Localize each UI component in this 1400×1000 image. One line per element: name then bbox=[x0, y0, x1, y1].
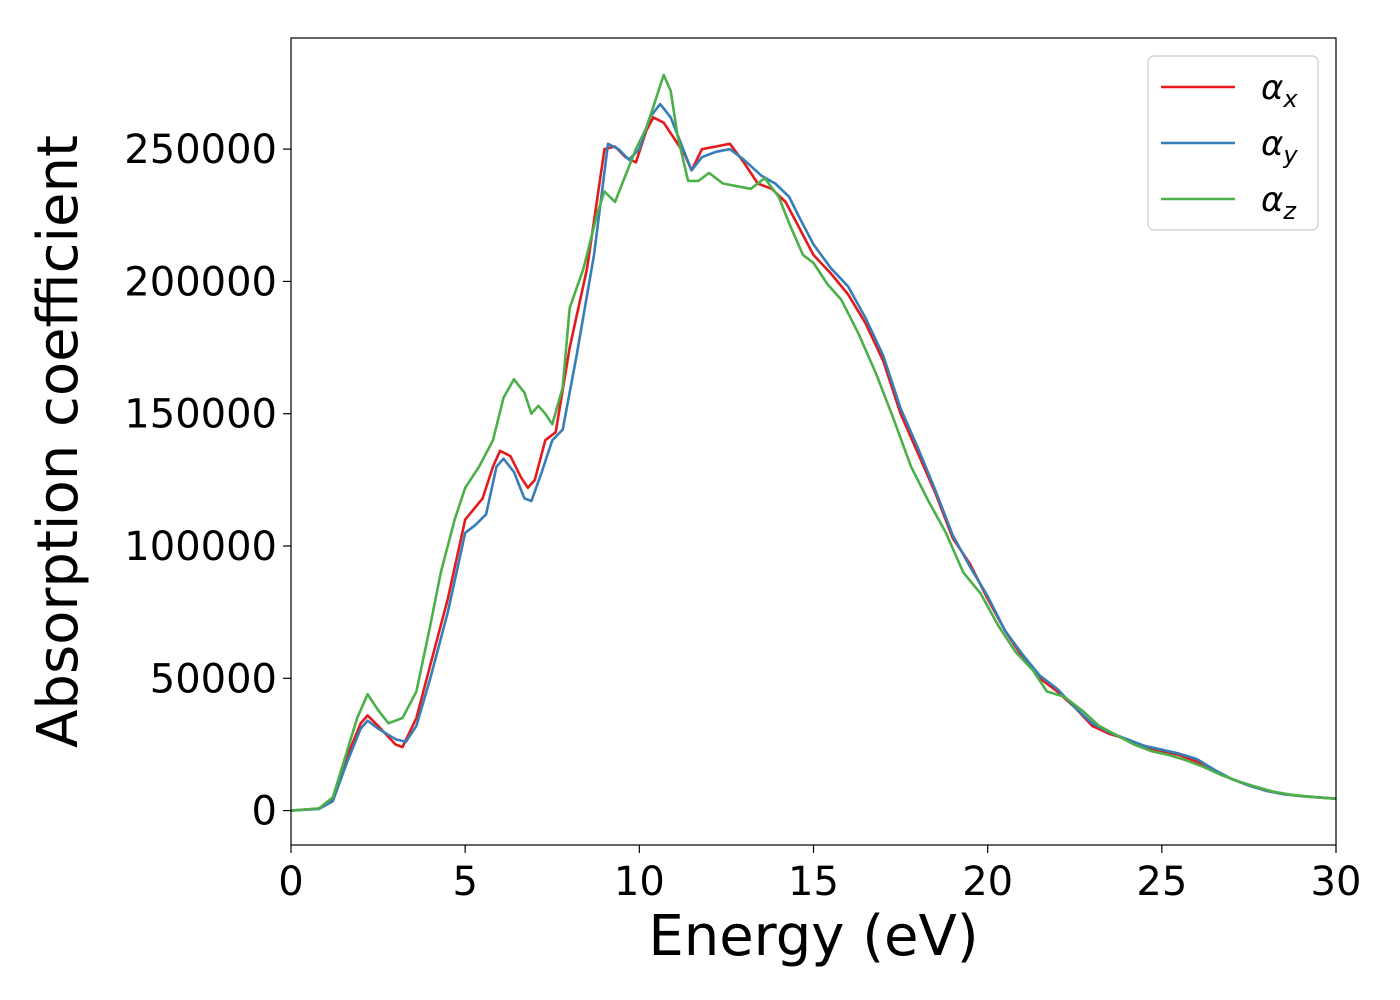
y-tick-label: 0 bbox=[252, 789, 277, 835]
y-tick-label: 100000 bbox=[124, 524, 277, 570]
x-tick-label: 5 bbox=[452, 859, 477, 905]
legend-label-y: αy bbox=[1261, 124, 1298, 169]
x-tick-label: 15 bbox=[788, 859, 839, 905]
y-axis-title: Absorption coefficient bbox=[26, 135, 91, 748]
y-tick-label: 200000 bbox=[124, 259, 277, 305]
legend: αx αy αz bbox=[1147, 55, 1319, 231]
series-line-y bbox=[291, 102, 1336, 812]
y-tick-label: 50000 bbox=[150, 656, 277, 702]
series-layer bbox=[291, 73, 1336, 812]
x-tick-label: 25 bbox=[1136, 859, 1187, 905]
x-axis: 0 5 10 15 20 25 30 bbox=[278, 845, 1361, 905]
legend-label-x: αx bbox=[1261, 68, 1298, 113]
legend-label-z: αz bbox=[1261, 180, 1297, 225]
y-tick-label: 150000 bbox=[124, 392, 277, 438]
x-tick-label: 20 bbox=[962, 859, 1013, 905]
x-tick-label: 10 bbox=[614, 859, 665, 905]
x-tick-label: 0 bbox=[278, 859, 303, 905]
x-axis-title: Energy (eV) bbox=[648, 904, 978, 969]
y-tick-label: 250000 bbox=[124, 127, 277, 173]
y-axis: 0 50000 100000 150000 200000 250000 bbox=[124, 127, 291, 835]
series-line-z bbox=[291, 73, 1336, 812]
x-tick-label: 30 bbox=[1311, 859, 1362, 905]
